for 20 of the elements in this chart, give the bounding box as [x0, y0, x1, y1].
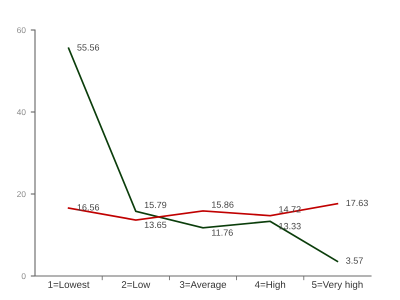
data-label: 15.86: [212, 201, 234, 208]
x-tick-label: 4=High: [254, 280, 286, 290]
line-series: [68, 202, 338, 221]
data-label: 14.72: [279, 206, 301, 212]
x-tick-label: 3=Average: [180, 281, 226, 290]
data-label: 17.63: [346, 200, 368, 206]
data-label: 13.65: [144, 222, 166, 228]
y-tick-label: 60: [17, 27, 26, 34]
data-label: 3.57: [346, 257, 363, 264]
data-label: 13.33: [279, 222, 301, 230]
x-tick-label: 2=Low: [122, 281, 150, 288]
x-tick-label: 5=Very high: [312, 280, 363, 290]
y-tick-label: 20: [17, 191, 26, 198]
data-label: 11.76: [212, 229, 233, 236]
data-label: 55.56: [77, 44, 100, 51]
x-tick-label: 1=Lowest: [48, 281, 90, 288]
y-tick-label: 0: [22, 273, 26, 280]
data-label: 16.56: [78, 204, 100, 211]
y-tick-label: 40: [16, 109, 26, 116]
data-label: 15.79: [144, 202, 166, 208]
